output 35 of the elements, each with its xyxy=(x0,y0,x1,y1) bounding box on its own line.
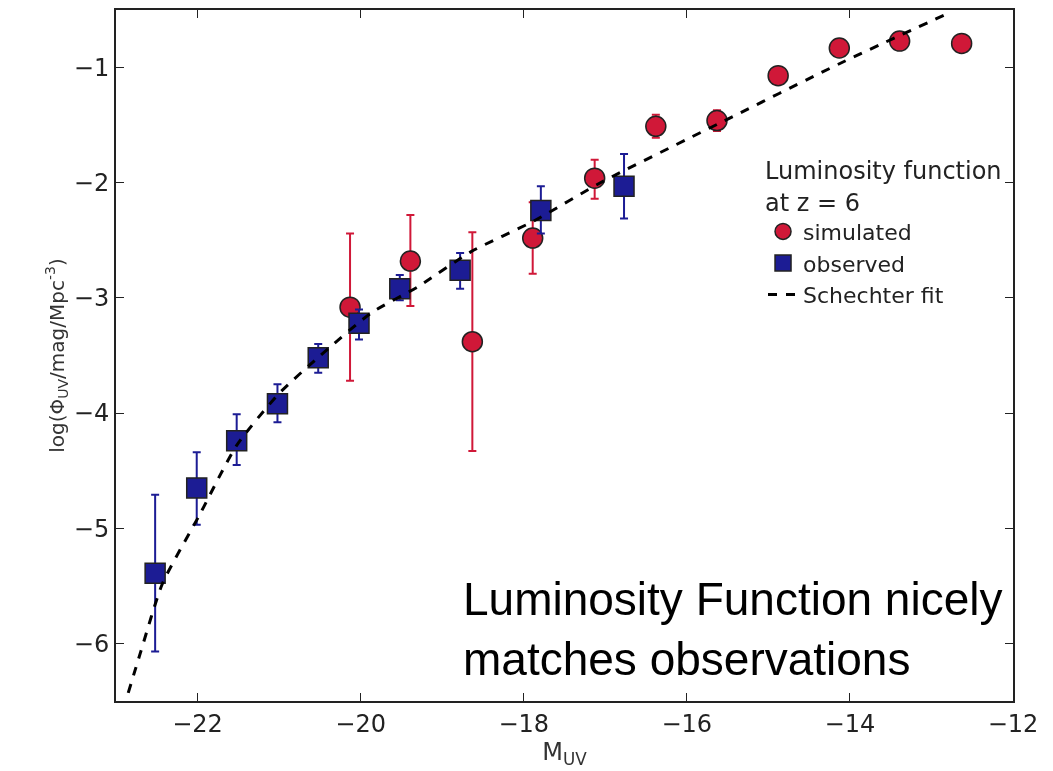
point xyxy=(449,259,471,282)
point xyxy=(521,227,544,249)
point xyxy=(645,115,667,138)
x-tick-label: −12 xyxy=(987,709,1039,738)
point xyxy=(888,30,911,52)
point xyxy=(583,167,606,189)
annotation: Luminosity Function nicely matches observations xyxy=(463,573,1003,685)
point xyxy=(767,64,789,87)
legend-label: observed xyxy=(803,251,906,277)
y-tick-label: −5 xyxy=(73,514,110,543)
y-tick-label: −2 xyxy=(73,169,110,198)
y-tick-label: −6 xyxy=(73,629,110,658)
point xyxy=(461,330,484,353)
point xyxy=(613,175,635,197)
x-tick-label: −18 xyxy=(498,709,550,738)
point xyxy=(389,277,411,300)
x-axis-title: M$_{UV}$ xyxy=(542,737,588,769)
y-tick-label: −3 xyxy=(73,284,110,313)
x-tick-label: −16 xyxy=(661,709,713,738)
x-tick-label: −22 xyxy=(172,709,223,738)
point xyxy=(530,199,552,222)
point xyxy=(144,562,166,584)
point xyxy=(399,250,422,272)
point xyxy=(828,37,851,59)
x-tick-label: −20 xyxy=(335,709,386,738)
point xyxy=(950,32,973,55)
legend-title: Luminosity function at z = 6 xyxy=(765,157,1002,217)
point xyxy=(266,393,289,415)
x-tick-label: −14 xyxy=(824,709,876,738)
legend-label: simulated xyxy=(803,219,912,245)
point xyxy=(225,429,248,452)
point xyxy=(185,477,208,499)
legend-label: Schechter fit xyxy=(803,283,944,309)
y-tick-label: −1 xyxy=(73,53,110,82)
y-tick-label: −4 xyxy=(73,399,110,428)
